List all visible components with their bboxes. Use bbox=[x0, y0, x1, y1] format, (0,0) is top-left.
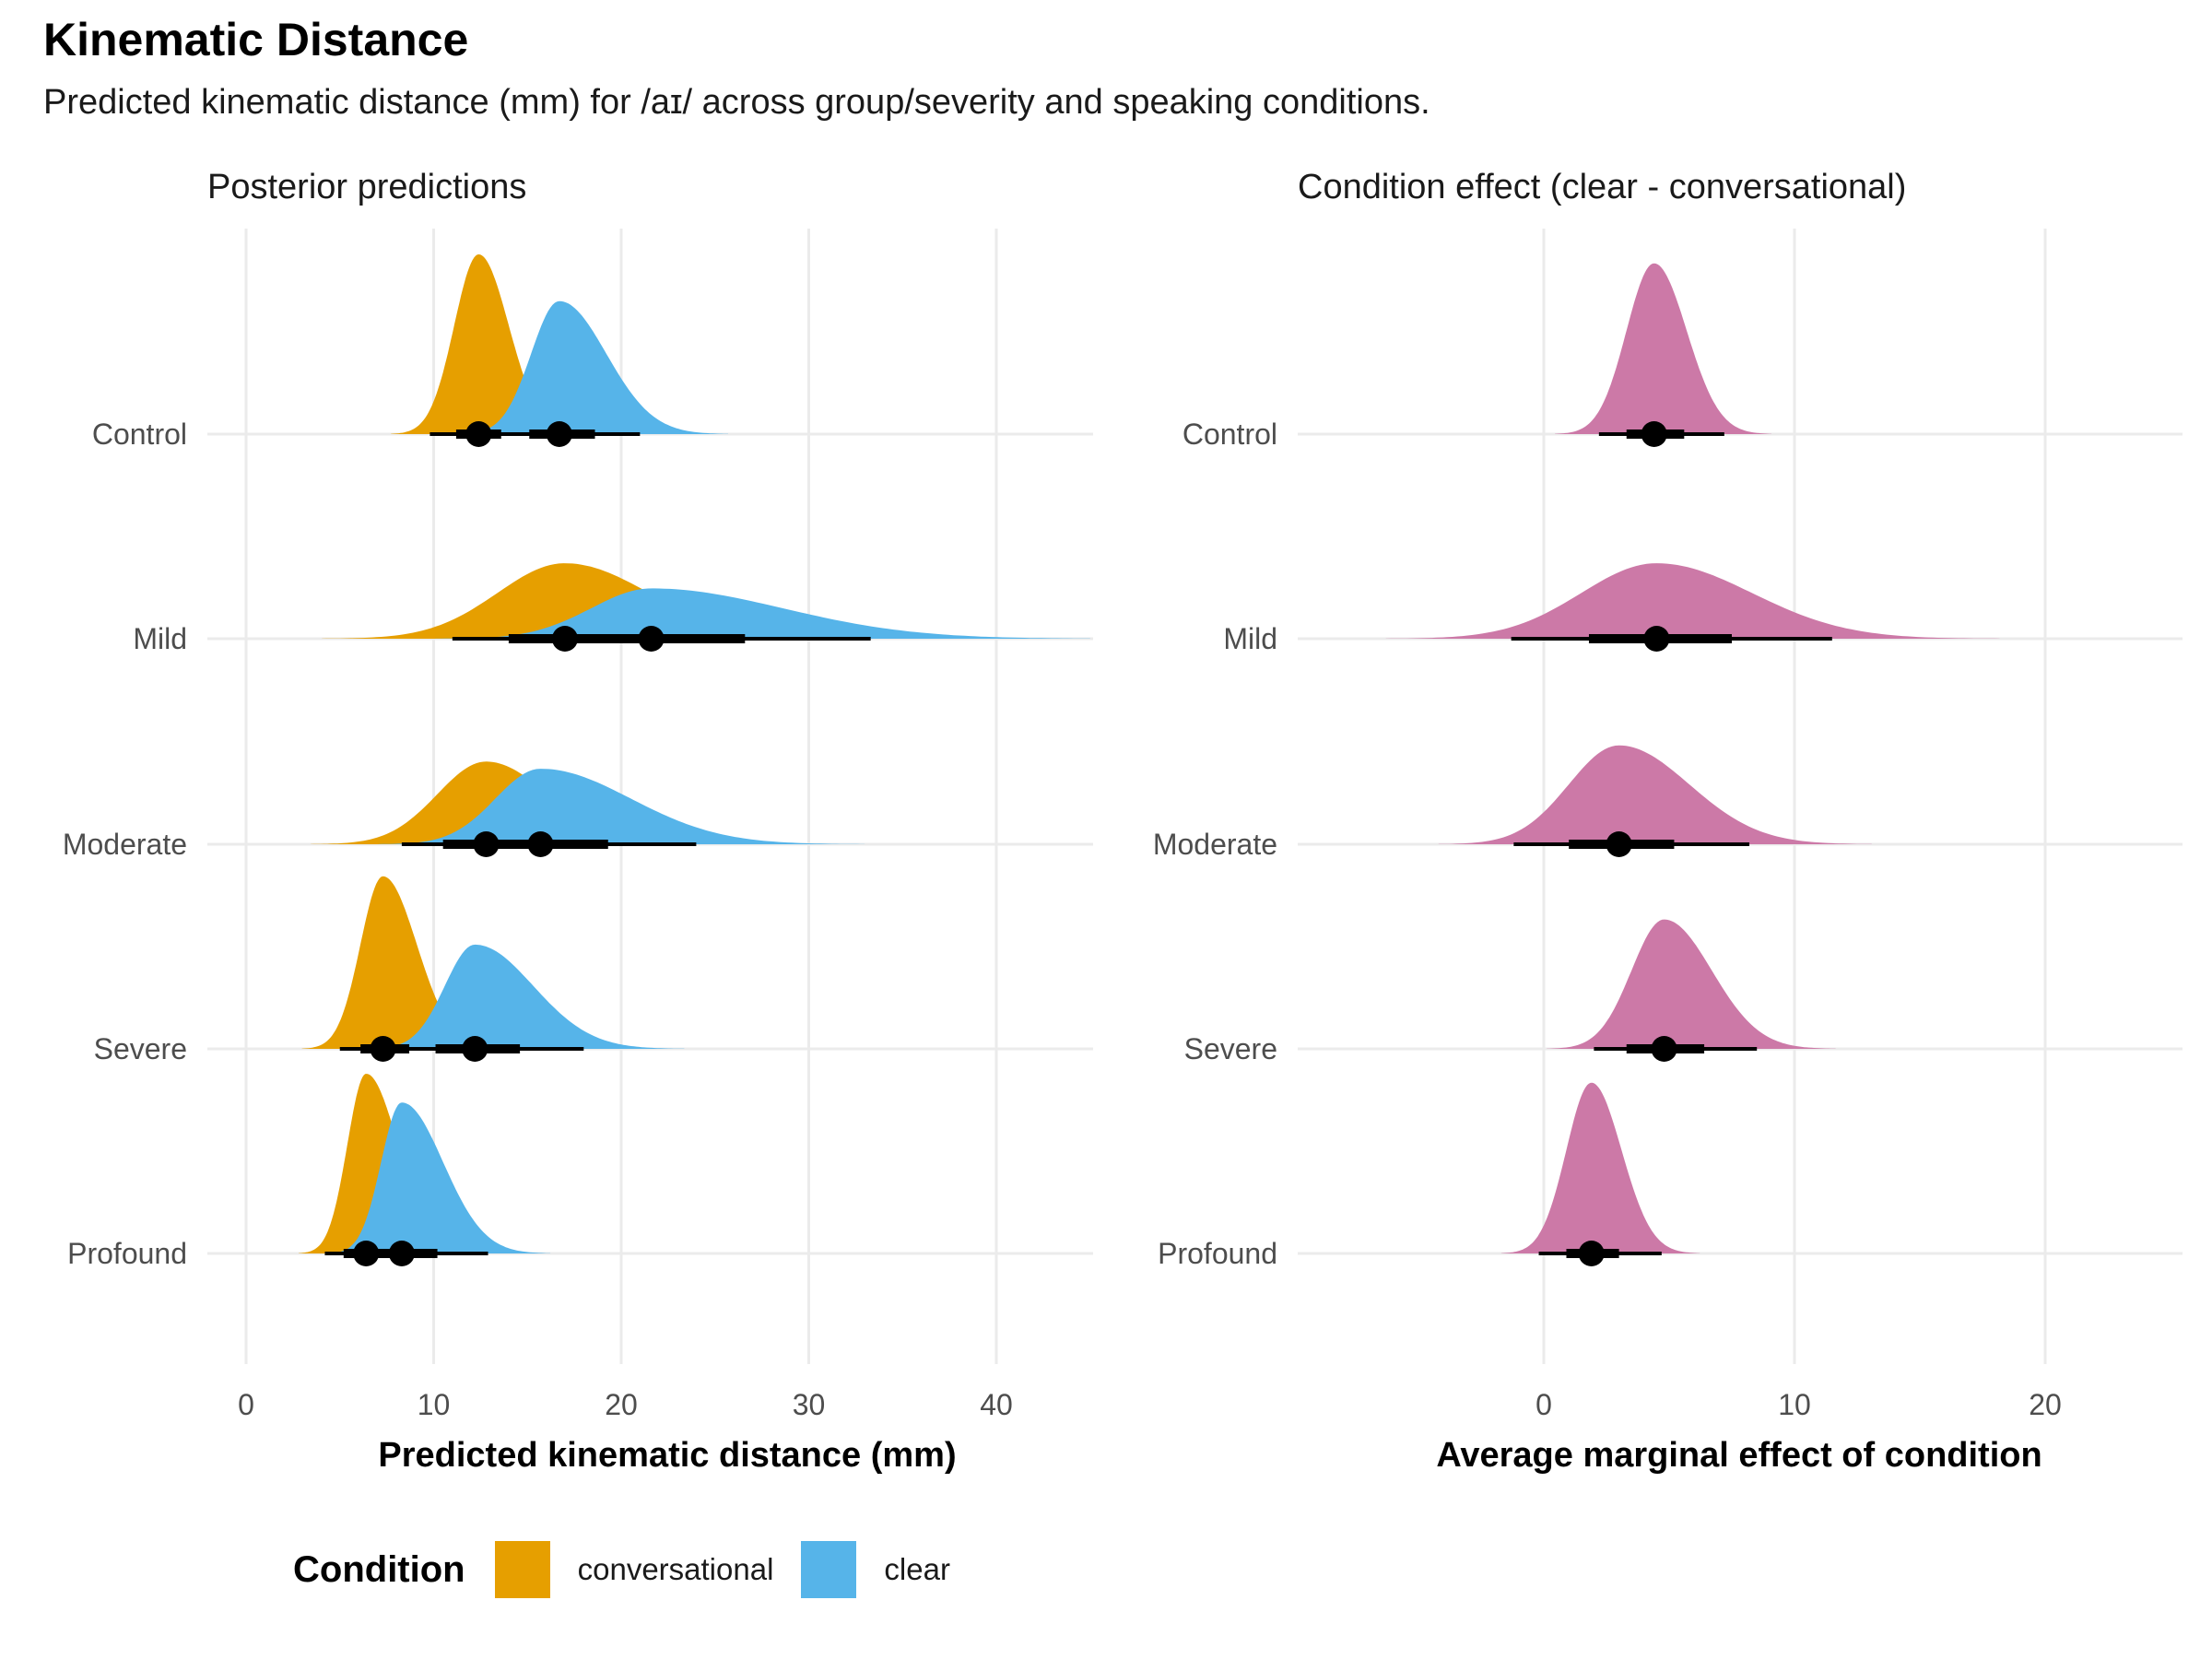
density-ridge bbox=[435, 588, 1090, 639]
median-point bbox=[527, 831, 554, 857]
chart-subtitle: Predicted kinematic distance (mm) for /a… bbox=[43, 83, 1430, 122]
panel-condition-effect: 0 10 20 Control Mild Moderate Severe Profound bbox=[1153, 229, 2183, 1421]
density-ridge bbox=[458, 300, 728, 434]
density-ridge bbox=[327, 1102, 551, 1253]
x-tick-label: 20 bbox=[605, 1388, 638, 1421]
legend-item-clear: clear bbox=[801, 1541, 950, 1598]
legend-key-clear bbox=[801, 1541, 857, 1598]
x-tick-label: 40 bbox=[980, 1388, 1013, 1421]
grid-lines bbox=[1298, 229, 2183, 1364]
panel-title-predictions: Posterior predictions bbox=[207, 168, 526, 206]
y-tick-label: Control bbox=[92, 418, 187, 451]
panel-posterior-predictions: 0 10 20 30 40 Control Mild Moderate Severe Profou… bbox=[63, 229, 1093, 1421]
median-point bbox=[1651, 1036, 1677, 1062]
x-tick-label: 10 bbox=[1778, 1388, 1811, 1421]
median-point bbox=[638, 626, 665, 652]
y-tick-label: Mild bbox=[1223, 622, 1277, 655]
x-axis-title-predictions: Predicted kinematic distance (mm) bbox=[378, 1436, 956, 1475]
density-ridge bbox=[301, 876, 505, 1049]
median-point bbox=[1641, 421, 1667, 447]
density-ridge bbox=[1555, 263, 1771, 434]
y-tick-label: Profound bbox=[67, 1237, 187, 1270]
x-tick-label: 0 bbox=[1535, 1388, 1552, 1421]
legend-item-conversational: conversational bbox=[494, 1541, 774, 1598]
density-ridge bbox=[1547, 919, 1836, 1049]
median-point bbox=[546, 421, 572, 447]
median-point bbox=[1643, 626, 1670, 652]
median-point bbox=[388, 1241, 415, 1266]
median-point bbox=[462, 1036, 488, 1062]
density-ridge bbox=[1438, 745, 1872, 844]
legend-key-conversational bbox=[494, 1541, 550, 1598]
y-tick-label: Severe bbox=[1184, 1032, 1277, 1065]
y-tick-label: Moderate bbox=[63, 828, 187, 861]
y-tick-label: Severe bbox=[94, 1032, 187, 1065]
y-tick-label: Profound bbox=[1158, 1237, 1277, 1270]
density-ridge bbox=[378, 769, 865, 844]
legend-label-conversational: conversational bbox=[577, 1552, 774, 1586]
chart-title: Kinematic Distance bbox=[43, 14, 469, 65]
x-tick-label: 10 bbox=[418, 1388, 451, 1421]
y-tick-label: Moderate bbox=[1153, 828, 1277, 861]
legend-title: Condition bbox=[293, 1548, 465, 1590]
median-point bbox=[370, 1036, 396, 1062]
density-ridge bbox=[367, 944, 685, 1049]
panel-title-effect: Condition effect (clear - conversational… bbox=[1298, 168, 1906, 206]
density-ridge bbox=[1500, 1082, 1700, 1253]
y-tick-label: Mild bbox=[133, 622, 187, 655]
density-ridge bbox=[1385, 563, 2000, 639]
y-tick-label: Control bbox=[1182, 418, 1277, 451]
density-ridge bbox=[322, 563, 869, 639]
legend-label-clear: clear bbox=[884, 1552, 950, 1586]
x-tick-label: 30 bbox=[793, 1388, 826, 1421]
legend: Condition conversational clear bbox=[293, 1537, 978, 1602]
median-point bbox=[1606, 831, 1632, 857]
median-point bbox=[1578, 1241, 1605, 1266]
median-point bbox=[465, 421, 492, 447]
x-axis-title-effect: Average marginal effect of condition bbox=[1436, 1436, 2041, 1475]
x-tick-label: 20 bbox=[2029, 1388, 2062, 1421]
x-tick-label: 0 bbox=[238, 1388, 254, 1421]
density-ridge bbox=[391, 254, 587, 434]
